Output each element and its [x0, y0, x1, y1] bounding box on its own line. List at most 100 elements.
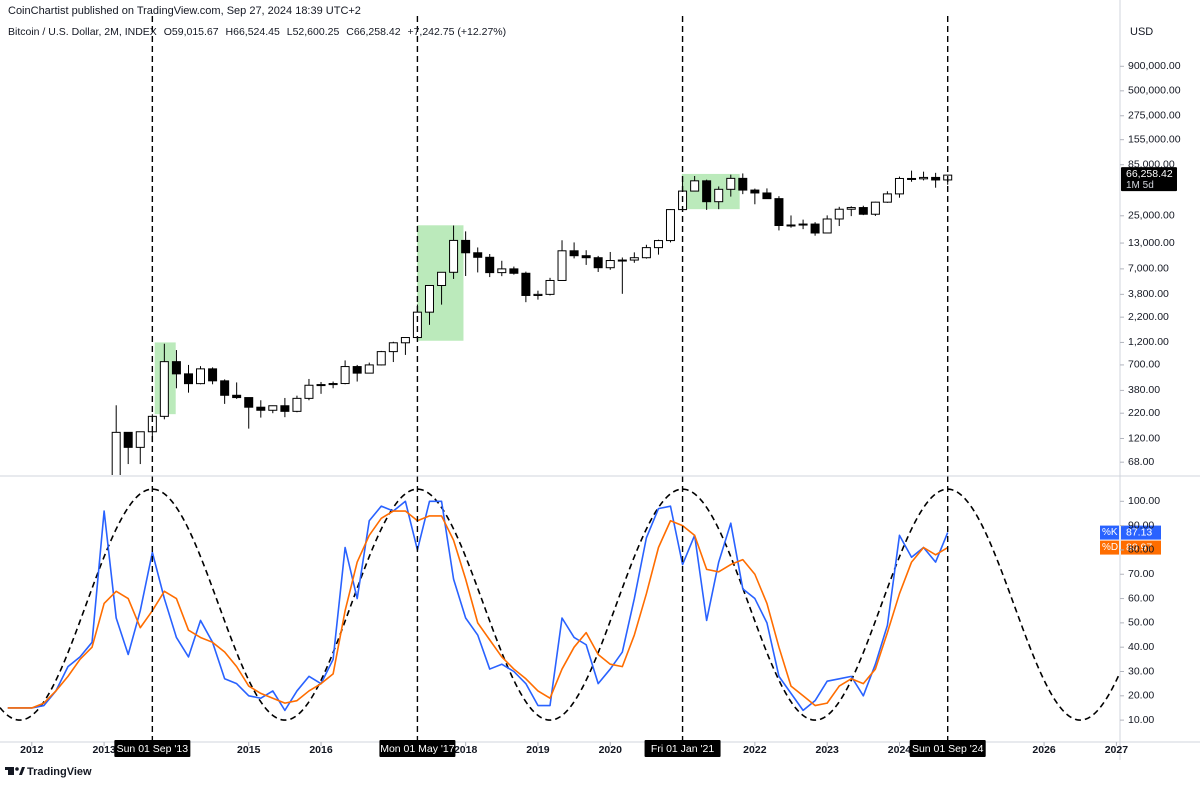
y-tick-label: 700.00 — [1128, 359, 1160, 371]
y-tick-label: 60.00 — [1128, 592, 1154, 604]
series-value: 87.13 — [1126, 526, 1152, 538]
candle-body — [774, 198, 784, 227]
tradingview-logo — [5, 767, 25, 775]
candle-body — [750, 189, 760, 194]
candle-body — [208, 368, 218, 382]
candle-body — [810, 223, 820, 234]
series-name: %K — [1102, 527, 1118, 538]
candle-body — [412, 311, 422, 339]
x-tick-label: 2023 — [815, 744, 839, 756]
series-name-badge — [1100, 540, 1119, 555]
candle-body — [870, 201, 880, 215]
candle-body — [593, 257, 603, 269]
y-tick-label: 90.00 — [1128, 519, 1154, 531]
candle-body — [665, 209, 675, 242]
candle-body — [424, 284, 434, 313]
legend-low: L52,600.25 — [287, 26, 340, 38]
candle-body — [256, 406, 266, 411]
series-value-badge — [1121, 525, 1161, 540]
cycle-marker-badge — [644, 740, 721, 757]
logo-bar — [5, 767, 9, 770]
cycle-marker-label: Sun 01 Sep '13 — [117, 743, 189, 755]
y-tick-label: 120.00 — [1128, 432, 1160, 444]
published-note: CoinChartist published on TradingView.co… — [8, 5, 361, 17]
cycle-wave — [0, 488, 1120, 721]
cycle-marker-badge — [379, 740, 456, 757]
y-tick-label: 7,000.00 — [1128, 263, 1169, 275]
candle-body — [569, 250, 579, 257]
series-name: %D — [1102, 542, 1118, 553]
candle-body — [304, 384, 314, 399]
y-tick-label: 500,000.00 — [1128, 85, 1181, 97]
symbol-legend: Bitcoin / U.S. Dollar, 2M, INDEX O59,015… — [8, 26, 506, 38]
cycle-marker-badge — [114, 740, 191, 757]
legend-change: +7,242.75 (+12.27%) — [407, 26, 506, 38]
x-tick-label: 2018 — [454, 744, 478, 756]
series-value-badge — [1121, 540, 1161, 555]
candle-body — [605, 260, 615, 269]
y-tick-label: 100.00 — [1128, 495, 1160, 507]
candle-body — [183, 373, 193, 385]
candle-body — [557, 250, 567, 281]
x-tick-label: 2015 — [237, 744, 261, 756]
candle-body — [894, 177, 904, 195]
candle-body — [292, 397, 302, 412]
y-tick-label: 68.00 — [1128, 456, 1154, 468]
candle-body — [919, 176, 929, 180]
legend-close: C66,258.42 — [346, 26, 400, 38]
y-tick-label: 30.00 — [1128, 665, 1154, 677]
y-tick-label: 2,200.00 — [1128, 311, 1169, 323]
candle-body — [822, 218, 832, 234]
candle-body — [521, 272, 531, 296]
candle-body — [762, 192, 772, 200]
candle-body — [846, 207, 856, 210]
candle-body — [882, 193, 892, 203]
y-tick-label: 1,200.00 — [1128, 336, 1169, 348]
candle-body — [738, 177, 748, 191]
candle-body — [858, 207, 868, 215]
logo-dot — [15, 767, 19, 771]
candle-body — [340, 366, 350, 385]
candle-body — [907, 177, 917, 180]
overlay — [151, 16, 949, 742]
candle-body — [690, 180, 700, 192]
symbol: Bitcoin / U.S. Dollar, 2M, INDEX — [8, 26, 157, 38]
x-tick-label: 2016 — [309, 744, 333, 756]
legend-open: O59,015.67 — [164, 26, 219, 38]
y-tick-label: 275,000.00 — [1128, 110, 1181, 122]
y-tick-label: 50.00 — [1128, 617, 1154, 629]
candle-body — [123, 431, 133, 448]
y-tick-label: 3,800.00 — [1128, 288, 1169, 300]
y-tick-label: 220.00 — [1128, 407, 1160, 419]
x-tick-label: 2027 — [1105, 744, 1129, 756]
countdown-label: 1M 5d — [1126, 180, 1154, 191]
last-price-label: 66,258.42 — [1126, 168, 1173, 180]
candle-body — [497, 268, 507, 274]
logo-bar — [8, 767, 14, 775]
footer-brand: TradingView — [27, 766, 92, 778]
candle-body — [509, 268, 519, 274]
last-price-badge — [1121, 167, 1177, 192]
y-tick-label: 20.00 — [1128, 690, 1154, 702]
y-tick-label: 40.00 — [1128, 641, 1154, 653]
candle-body — [449, 239, 459, 273]
x-tick-label: 2024 — [888, 744, 912, 756]
y-tick-label: 380.00 — [1128, 384, 1160, 396]
candle-body — [533, 293, 543, 296]
y-tick-label: 10.00 — [1128, 714, 1154, 726]
y-tick-label: 80.00 — [1128, 544, 1154, 556]
legend-high: H66,524.45 — [226, 26, 280, 38]
logo-slash — [19, 767, 25, 775]
y-tick-label: 155,000.00 — [1128, 133, 1181, 145]
candle-body — [473, 252, 483, 258]
candle-body — [159, 361, 169, 417]
candle-body — [485, 256, 495, 274]
candle-body — [437, 271, 447, 286]
candle-body — [617, 259, 627, 262]
stoch-pane — [0, 488, 1120, 721]
cycle-marker-label: Sun 01 Sep '24 — [912, 743, 984, 755]
cycle-marker-label: Mon 01 May '17 — [380, 743, 455, 755]
x-tick-label: 2026 — [1032, 744, 1056, 756]
candle-body — [268, 405, 278, 411]
